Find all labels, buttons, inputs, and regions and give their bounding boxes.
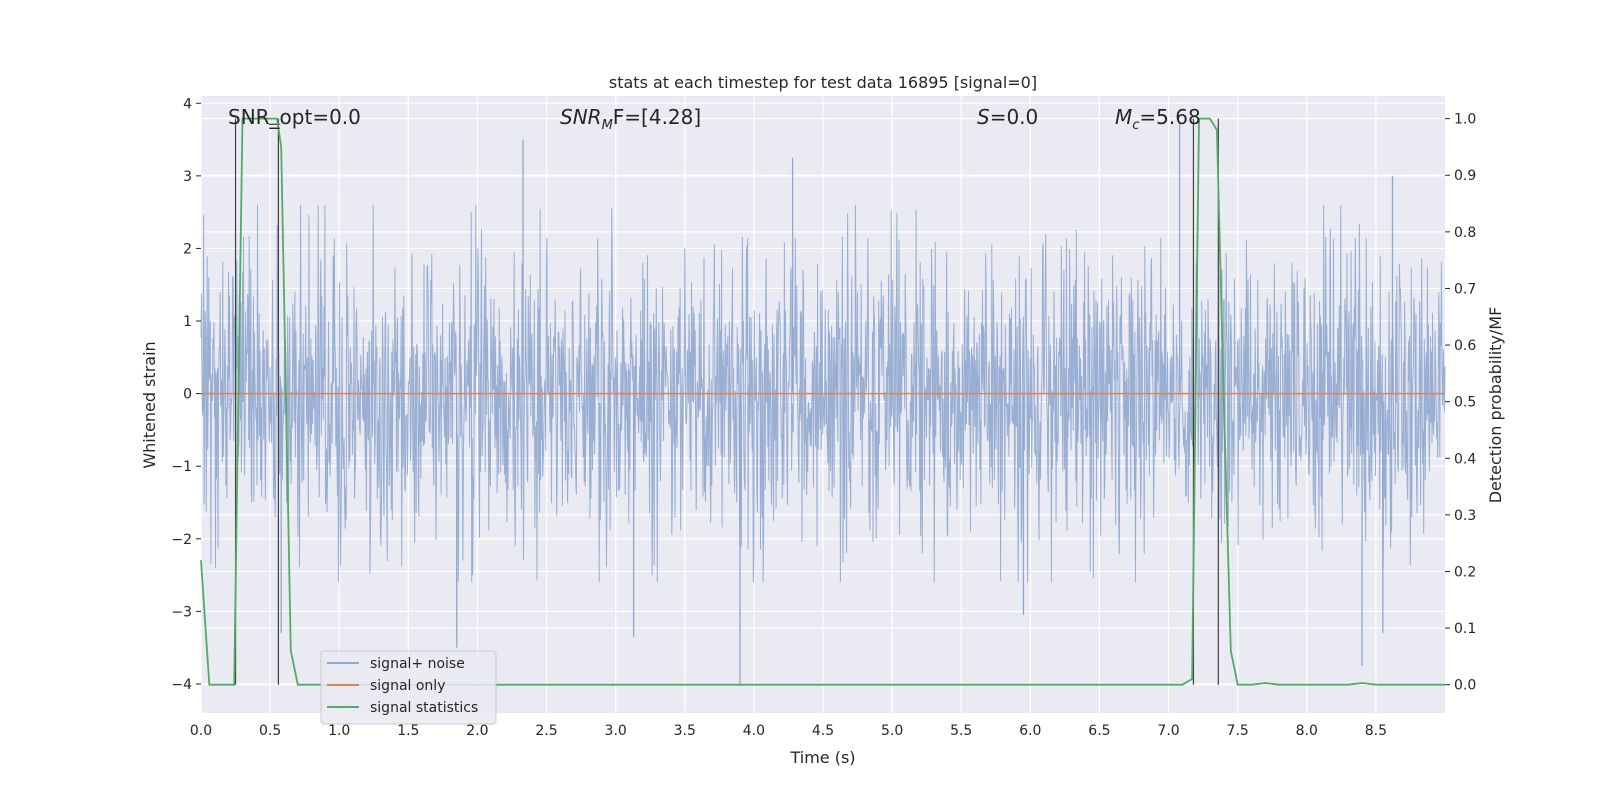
x-axis-ticks: 0.0 0.5 1.0 1.5 2.0 2.5 3.0 3.5 4.0 4.5 5.0 5.5 6.0 6…	[190, 723, 1387, 739]
y-right-tick-label: 0.0	[1454, 678, 1476, 694]
y-left-tick-label: 4	[183, 96, 192, 112]
x-tick-label: 5.5	[950, 723, 972, 739]
y-right-axis-ticks: 1.0 0.9 0.8 0.7 0.6 0.5 0.4 0.3 0.2 0.1 0.0	[1445, 112, 1476, 694]
x-tick-label: 7.5	[1227, 723, 1249, 739]
y-left-tick-label: −4	[171, 677, 192, 693]
x-tick-label: 6.5	[1088, 723, 1110, 739]
snr-mf-value: F=[4.28]	[613, 105, 701, 129]
y-left-tick-label: 1	[183, 314, 192, 330]
y-left-tick-label: −1	[171, 459, 192, 475]
y-left-tick-label: 3	[183, 169, 192, 185]
annotation-mc: Mc=5.68	[1115, 105, 1201, 133]
s-label: S	[977, 105, 990, 129]
mc-subscript: c	[1132, 118, 1139, 133]
y-right-tick-label: 0.1	[1454, 621, 1476, 637]
annotation-s: S=0.0	[977, 105, 1038, 129]
x-tick-label: 5.0	[881, 723, 903, 739]
x-tick-label: 8.0	[1296, 723, 1318, 739]
x-tick-label: 0.0	[190, 723, 212, 739]
x-tick-label: 7.0	[1157, 723, 1179, 739]
x-tick-label: 1.0	[328, 723, 350, 739]
y-right-tick-label: 1.0	[1454, 112, 1476, 128]
y-right-axis-label: Detection probability/MF	[1486, 307, 1505, 504]
y-left-tick-label: 2	[183, 241, 192, 257]
x-axis-label: Time (s)	[789, 748, 855, 767]
x-tick-label: 0.5	[259, 723, 281, 739]
legend-box	[320, 650, 497, 725]
legend: signal+ noise signal only signal statist…	[320, 650, 497, 725]
y-right-tick-label: 0.5	[1454, 395, 1476, 411]
x-tick-label: 8.5	[1365, 723, 1387, 739]
y-right-tick-label: 0.4	[1454, 451, 1476, 467]
noise-trace	[200, 204, 1446, 583]
x-tick-label: 2.0	[466, 723, 488, 739]
x-tick-label: 1.5	[397, 723, 419, 739]
y-left-tick-label: −3	[171, 604, 192, 620]
annotation-snr-opt: SNR_opt=0.0	[228, 105, 361, 129]
y-left-axis-ticks: 4 3 2 1 0 −1 −2 −3 −4	[171, 96, 201, 693]
y-left-tick-label: −2	[171, 532, 192, 548]
series-signal-plus-noise	[200, 121, 1446, 684]
x-tick-label: 2.5	[535, 723, 557, 739]
y-right-tick-label: 0.3	[1454, 508, 1476, 524]
x-tick-label: 3.0	[605, 723, 627, 739]
y-left-axis-label: Whitened strain	[140, 341, 159, 468]
y-right-tick-label: 0.2	[1454, 564, 1476, 580]
series-signal-statistics	[200, 117, 1445, 686]
legend-label-signal: signal only	[370, 678, 445, 694]
x-tick-label: 6.0	[1019, 723, 1041, 739]
y-right-tick-label: 0.7	[1454, 281, 1476, 297]
legend-label-stats: signal statistics	[370, 700, 478, 716]
y-right-tick-label: 0.8	[1454, 225, 1476, 241]
legend-label-noise: signal+ noise	[370, 656, 465, 672]
snr-mf-subscript: M	[602, 118, 613, 133]
y-right-tick-label: 0.6	[1454, 338, 1476, 354]
x-tick-label: 3.5	[674, 723, 696, 739]
annotation-snr-mf: SNRMF=[4.28]	[560, 105, 701, 133]
mc-label: M	[1115, 105, 1132, 129]
y-left-tick-label: 0	[183, 387, 192, 403]
chart-title: stats at each timestep for test data 168…	[609, 73, 1037, 92]
s-value: =0.0	[990, 105, 1039, 129]
mc-value: =5.68	[1139, 105, 1200, 129]
y-right-tick-label: 0.9	[1454, 168, 1476, 184]
x-tick-label: 4.0	[743, 723, 765, 739]
snr-mf-label: SNR	[560, 105, 602, 129]
x-tick-label: 4.5	[812, 723, 834, 739]
